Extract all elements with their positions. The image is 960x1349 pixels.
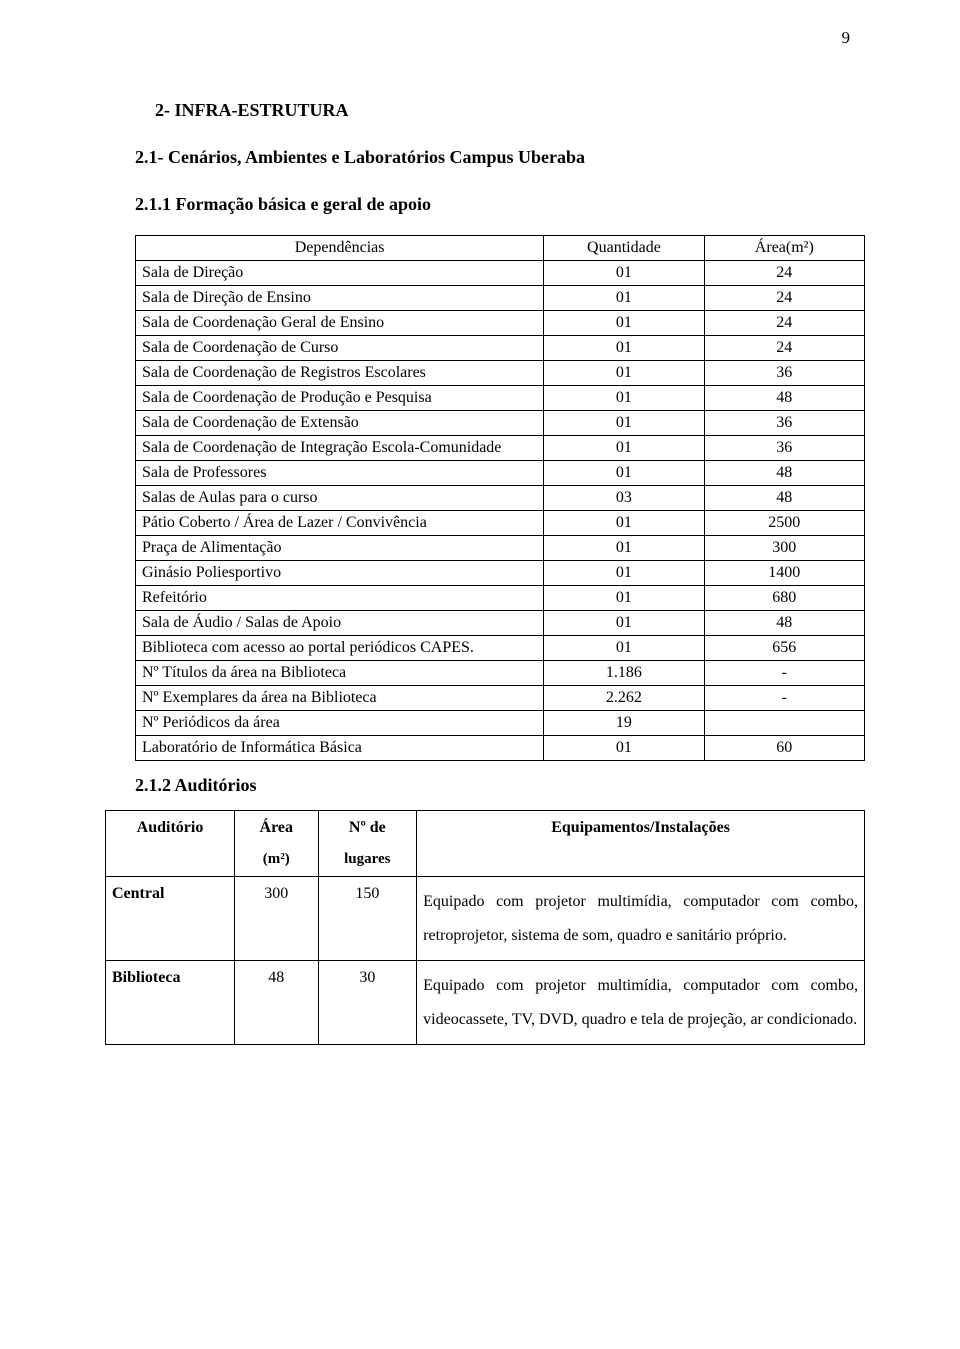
table-row: Sala de Direção0124 bbox=[136, 261, 865, 286]
table-row: Biblioteca 48 30 Equipado com projetor m… bbox=[106, 961, 865, 1045]
table-row: Praça de Alimentação01300 bbox=[136, 536, 865, 561]
table-row: Sala de Coordenação de Produção e Pesqui… bbox=[136, 386, 865, 411]
table-row: Refeitório01680 bbox=[136, 586, 865, 611]
table-row: Biblioteca com acesso ao portal periódic… bbox=[136, 636, 865, 661]
table-row: Sala de Direção de Ensino0124 bbox=[136, 286, 865, 311]
table-row: Salas de Aulas para o curso0348 bbox=[136, 486, 865, 511]
table-row: Sala de Coordenação de Integração Escola… bbox=[136, 436, 865, 461]
table-row: Sala de Coordenação de Curso0124 bbox=[136, 336, 865, 361]
table-row: Nº Exemplares da área na Biblioteca2.262… bbox=[136, 686, 865, 711]
heading-sub: 2.1- Cenários, Ambientes e Laboratórios … bbox=[135, 147, 865, 168]
th-area: Área(m²) bbox=[704, 236, 864, 261]
table-row: Central 300 150 Equipado com projetor mu… bbox=[106, 877, 865, 961]
table-auditorios: Auditório Área (m²) Nº de lugares Equipa… bbox=[105, 810, 865, 1045]
th-area: Área (m²) bbox=[235, 811, 318, 877]
table-row: Ginásio Poliesportivo011400 bbox=[136, 561, 865, 586]
page-number: 9 bbox=[842, 28, 851, 48]
table-row: Pátio Coberto / Área de Lazer / Convivên… bbox=[136, 511, 865, 536]
table-row: Sala de Coordenação de Registros Escolar… bbox=[136, 361, 865, 386]
table-row: Laboratório de Informática Básica0160 bbox=[136, 736, 865, 761]
th-lugares: Nº de lugares bbox=[318, 811, 417, 877]
heading-subsub: 2.1.1 Formação básica e geral de apoio bbox=[135, 194, 865, 215]
th-quantidade: Quantidade bbox=[544, 236, 704, 261]
th-auditorio: Auditório bbox=[106, 811, 235, 877]
table-row: Nº Títulos da área na Biblioteca1.186- bbox=[136, 661, 865, 686]
heading-main: 2- INFRA-ESTRUTURA bbox=[155, 100, 865, 121]
table-row: Sala de Professores0148 bbox=[136, 461, 865, 486]
page: 9 2- INFRA-ESTRUTURA 2.1- Cenários, Ambi… bbox=[0, 0, 960, 1349]
table-row: Sala de Coordenação Geral de Ensino0124 bbox=[136, 311, 865, 336]
th-equipamentos: Equipamentos/Instalações bbox=[417, 811, 865, 877]
heading-auditorios: 2.1.2 Auditórios bbox=[135, 775, 865, 796]
table-facilities: Dependências Quantidade Área(m²) Sala de… bbox=[135, 235, 865, 761]
table-row: Nº Periódicos da área19 bbox=[136, 711, 865, 736]
table-row: Sala de Áudio / Salas de Apoio0148 bbox=[136, 611, 865, 636]
th-dependencias: Dependências bbox=[136, 236, 544, 261]
table-row: Sala de Coordenação de Extensão0136 bbox=[136, 411, 865, 436]
